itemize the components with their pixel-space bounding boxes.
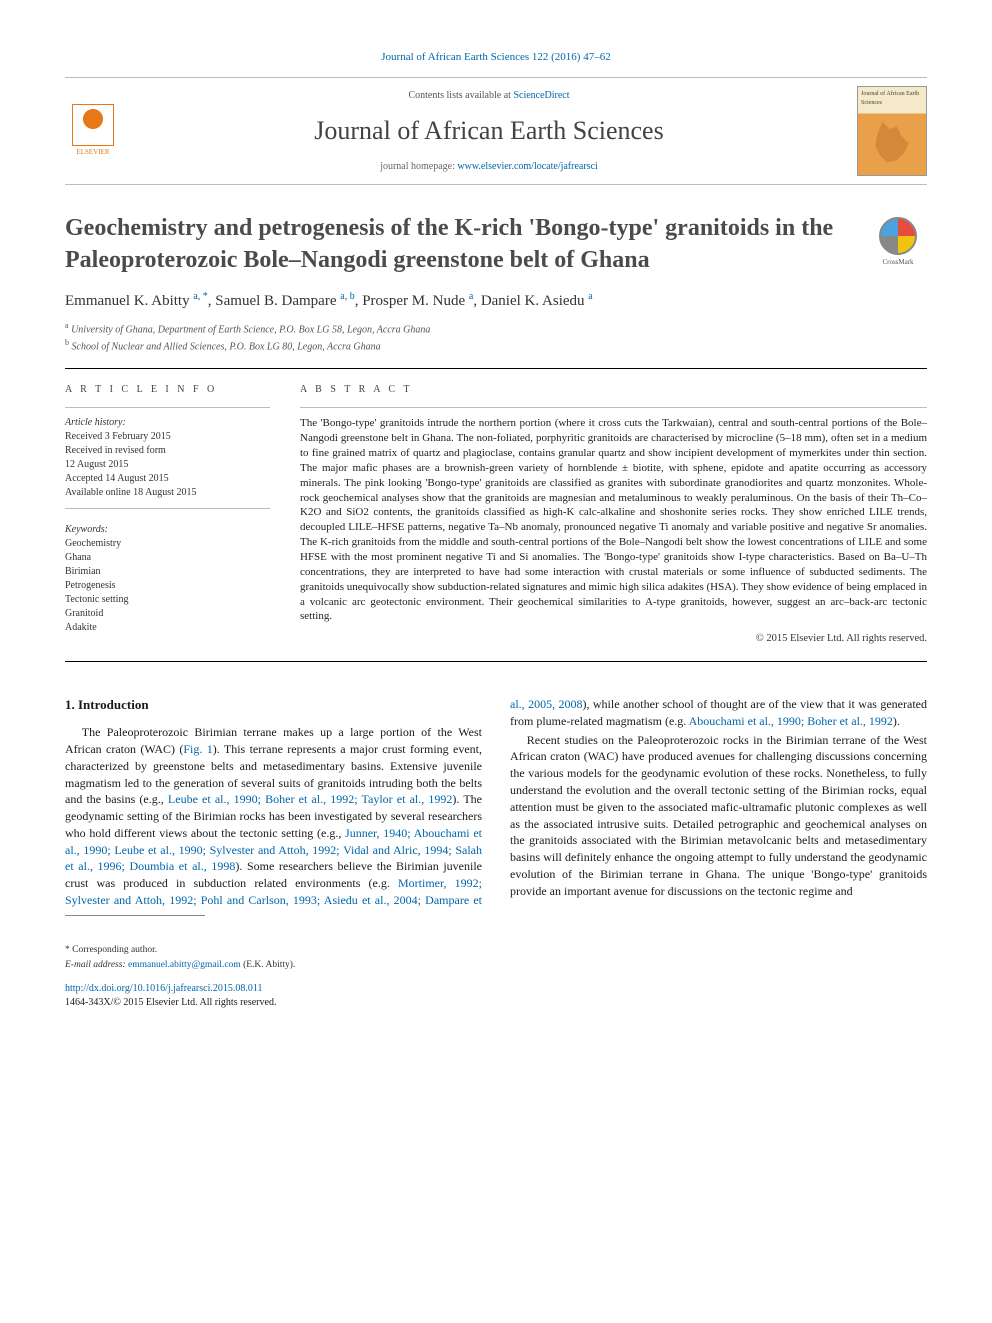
history-2: 12 August 2015 [65, 458, 270, 472]
abstract-text: The 'Bongo-type' granitoids intrude the … [300, 416, 927, 624]
authors-line: Emmanuel K. Abitty a, *, Samuel B. Dampa… [65, 290, 927, 312]
history-3: Accepted 14 August 2015 [65, 472, 270, 486]
p2-pre: subduction related environments (e.g. [194, 876, 399, 890]
page-header-reference: Journal of African Earth Sciences 122 (2… [65, 50, 927, 65]
abstract-copyright: © 2015 Elsevier Ltd. All rights reserved… [300, 632, 927, 647]
footnote-block: * Corresponding author. E-mail address: … [65, 944, 927, 973]
email-label: E-mail address: [65, 960, 128, 970]
info-divider-2 [65, 508, 270, 509]
crossmark-label: CrossMark [882, 258, 913, 268]
kw-0: Geochemistry [65, 537, 270, 551]
contents-line: Contents lists available at ScienceDirec… [137, 89, 841, 103]
email-line: E-mail address: emmanuel.abitty@gmail.co… [65, 959, 927, 972]
homepage-link[interactable]: www.elsevier.com/locate/jafrearsci [457, 161, 597, 172]
homepage-prefix: journal homepage: [380, 161, 457, 172]
footnote-rule [65, 915, 205, 916]
issn-copyright: 1464-343X/© 2015 Elsevier Ltd. All right… [65, 996, 927, 1010]
author-email-link[interactable]: emmanuel.abitty@gmail.com [128, 960, 241, 970]
affiliation-a-text: University of Ghana, Department of Earth… [71, 324, 430, 335]
homepage-line: journal homepage: www.elsevier.com/locat… [137, 160, 841, 174]
kw-2: Birimian [65, 565, 270, 579]
abstract-column: A B S T R A C T The 'Bongo-type' granito… [300, 383, 927, 647]
journal-header-band: ELSEVIER Contents lists available at Sci… [65, 77, 927, 185]
journal-cover-thumbnail: Journal of African Earth Sciences [857, 86, 927, 176]
sciencedirect-link[interactable]: ScienceDirect [513, 90, 569, 101]
elsevier-tree-icon [72, 104, 114, 146]
email-suffix: (E.K. Abitty). [243, 960, 295, 970]
page-footer: http://dx.doi.org/10.1016/j.jafrearsci.2… [65, 982, 927, 1010]
section-heading: 1. Introduction [65, 696, 482, 714]
article-info-heading: A R T I C L E I N F O [65, 383, 270, 397]
history-label: Article history: [65, 416, 270, 430]
doi-link[interactable]: http://dx.doi.org/10.1016/j.jafrearsci.2… [65, 983, 262, 994]
elsevier-logo: ELSEVIER [65, 99, 121, 163]
abstract-heading: A B S T R A C T [300, 383, 927, 397]
contents-prefix: Contents lists available at [408, 90, 513, 101]
kw-5: Granitoid [65, 607, 270, 621]
fig-1-link[interactable]: Fig. 1 [183, 742, 212, 756]
p2-end: ). [893, 714, 900, 728]
history-0: Received 3 February 2015 [65, 430, 270, 444]
affiliation-b: b School of Nuclear and Allied Sciences,… [65, 337, 927, 354]
crossmark-icon [879, 217, 917, 255]
corresponding-author: * Corresponding author. [65, 944, 927, 957]
crossmark-badge[interactable]: CrossMark [869, 213, 927, 271]
divider-bottom [65, 661, 927, 662]
history-1: Received in revised form [65, 444, 270, 458]
affiliation-a: a University of Ghana, Department of Ear… [65, 320, 927, 337]
kw-3: Petrogenesis [65, 579, 270, 593]
affiliation-b-text: School of Nuclear and Allied Sciences, P… [72, 341, 381, 352]
history-4: Available online 18 August 2015 [65, 486, 270, 500]
kw-4: Tectonic setting [65, 593, 270, 607]
keywords-label: Keywords: [65, 523, 270, 537]
refs-1[interactable]: Leube et al., 1990; Boher et al., 1992; … [168, 792, 453, 806]
body-text-columns: 1. Introduction The Paleoproterozoic Bir… [65, 696, 927, 909]
kw-1: Ghana [65, 551, 270, 565]
header-center: Contents lists available at ScienceDirec… [137, 89, 841, 173]
abstract-divider [300, 407, 927, 408]
info-divider-1 [65, 407, 270, 408]
publisher-name: ELSEVIER [76, 148, 109, 158]
article-title: Geochemistry and petrogenesis of the K-r… [65, 213, 853, 275]
cover-caption: Journal of African Earth Sciences [861, 91, 919, 105]
article-info-column: A R T I C L E I N F O Article history: R… [65, 383, 270, 647]
affiliations: a University of Ghana, Department of Ear… [65, 320, 927, 355]
body-para-3: Recent studies on the Paleoproterozoic r… [510, 732, 927, 900]
kw-6: Adakite [65, 621, 270, 635]
refs-4[interactable]: Abouchami et al., 1990; Boher et al., 19… [689, 714, 893, 728]
divider-top [65, 368, 927, 369]
journal-name: Journal of African Earth Sciences [137, 113, 841, 149]
